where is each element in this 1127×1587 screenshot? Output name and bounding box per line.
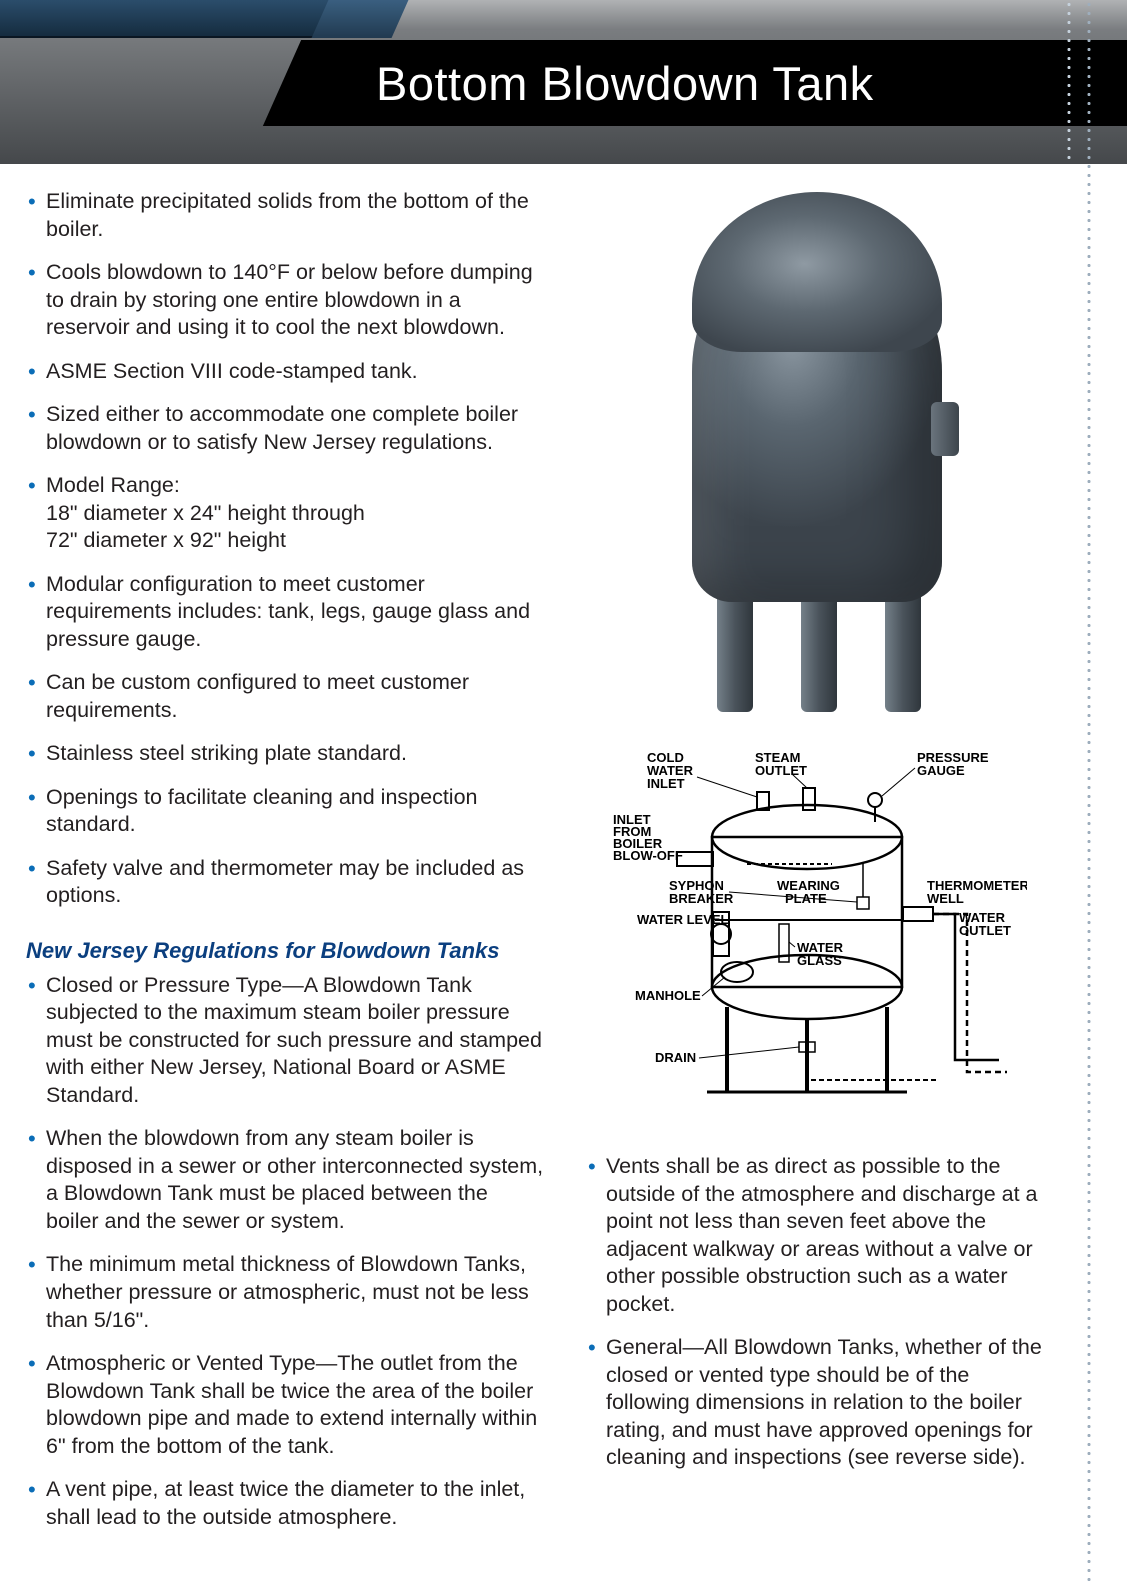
feature-text: Modular configuration to meet customer r…: [46, 572, 530, 651]
regulation-text: A vent pipe, at least twice the diameter…: [46, 1477, 525, 1529]
header-accent-stripe-2: [312, 0, 409, 38]
regulation-item: A vent pipe, at least twice the diameter…: [26, 1476, 546, 1531]
diagram-label-water-glass: WATERGLASS: [797, 940, 844, 968]
feature-item: Openings to facilitate cleaning and insp…: [26, 784, 546, 839]
feature-item: Eliminate precipitated solids from the b…: [26, 188, 546, 243]
regulation-text: The minimum metal thickness of Blowdown …: [46, 1252, 529, 1331]
feature-item: Sized either to accommodate one complete…: [26, 401, 546, 456]
right-column: COLDWATERINLET STEAMOUTLET PRESSUREGAUGE…: [586, 188, 1047, 1547]
tank-dome-icon: [692, 192, 942, 352]
diagram-label-syphon-breaker: SYPHONBREAKER: [669, 878, 734, 906]
features-list: Eliminate precipitated solids from the b…: [26, 188, 546, 910]
diagram-label-drain: DRAIN: [655, 1050, 696, 1065]
regulation-text: Closed or Pressure Type—A Blowdown Tank …: [46, 973, 542, 1107]
feature-item: ASME Section VIII code-stamped tank.: [26, 358, 546, 386]
regulation-text: Atmospheric or Vented Type—The outlet fr…: [46, 1351, 537, 1458]
diagram-label-inlet-blowoff: INLETFROMBOILERBLOW-OFF: [613, 812, 683, 863]
regulation-item: Atmospheric or Vented Type—The outlet fr…: [26, 1350, 546, 1460]
feature-text: Openings to facilitate cleaning and insp…: [46, 785, 477, 837]
dotted-rule-right: [1087, 0, 1091, 1587]
regulation-text: Vents shall be as direct as possible to …: [606, 1154, 1037, 1316]
left-column: Eliminate precipitated solids from the b…: [26, 188, 546, 1547]
dotted-rule-right-top: [1067, 0, 1071, 164]
feature-text: Sized either to accommodate one complete…: [46, 402, 518, 454]
feature-text: Can be custom configured to meet custome…: [46, 670, 469, 722]
regulation-item: When the blowdown from any steam boiler …: [26, 1125, 546, 1235]
regulations-heading: New Jersey Regulations for Blowdown Tank…: [26, 938, 546, 964]
feature-item: Stainless steel striking plate standard.: [26, 740, 546, 768]
diagram-label-wearing-plate: WEARINGPLATE: [777, 878, 840, 906]
page-title: Bottom Blowdown Tank: [376, 56, 874, 111]
feature-item: Modular configuration to meet customer r…: [26, 571, 546, 654]
feature-text: ASME Section VIII code-stamped tank.: [46, 359, 418, 383]
diagram-label-water-level: WATER LEVEL: [637, 912, 729, 927]
feature-item: Can be custom configured to meet custome…: [26, 669, 546, 724]
feature-item: Cools blowdown to 140°F or below before …: [26, 259, 546, 342]
regulation-text: When the blowdown from any steam boiler …: [46, 1126, 543, 1233]
regulation-item: Closed or Pressure Type—A Blowdown Tank …: [26, 972, 546, 1110]
regulation-item: General—All Blowdown Tanks, whether of t…: [586, 1334, 1047, 1472]
feature-item: Model Range: 18" diameter x 24" height t…: [26, 472, 546, 555]
feature-text: Model Range: 18" diameter x 24" height t…: [46, 473, 365, 552]
feature-text: Eliminate precipitated solids from the b…: [46, 189, 529, 241]
regulation-text: General—All Blowdown Tanks, whether of t…: [606, 1335, 1042, 1469]
tank-nozzle-icon: [931, 402, 959, 456]
feature-item: Safety valve and thermometer may be incl…: [26, 855, 546, 910]
tank-diagram: COLDWATERINLET STEAMOUTLET PRESSUREGAUGE…: [607, 742, 1027, 1127]
feature-text: Safety valve and thermometer may be incl…: [46, 856, 524, 908]
diagram-label-manhole: MANHOLE: [635, 988, 701, 1003]
diagram-label-steam-outlet: STEAMOUTLET: [755, 750, 807, 778]
header-accent-stripe: [0, 0, 340, 38]
regulations-list-right: Vents shall be as direct as possible to …: [586, 1153, 1047, 1472]
diagram-label-water-outlet: WATEROUTLET: [959, 910, 1011, 938]
feature-text: Stainless steel striking plate standard.: [46, 741, 407, 765]
regulations-list-left: Closed or Pressure Type—A Blowdown Tank …: [26, 972, 546, 1531]
diagram-label-cold-water-inlet: COLDWATERINLET: [647, 750, 694, 791]
diagram-label-pressure-gauge: PRESSUREGAUGE: [917, 750, 989, 778]
header-band: Bottom Blowdown Tank: [0, 0, 1127, 164]
regulation-item: The minimum metal thickness of Blowdown …: [26, 1251, 546, 1334]
regulation-item: Vents shall be as direct as possible to …: [586, 1153, 1047, 1318]
diagram-label-thermometer-well: THERMOMETERWELL: [927, 878, 1027, 906]
tank-photo: [627, 192, 1007, 712]
feature-text: Cools blowdown to 140°F or below before …: [46, 260, 533, 339]
title-box: Bottom Blowdown Tank: [334, 40, 1127, 126]
